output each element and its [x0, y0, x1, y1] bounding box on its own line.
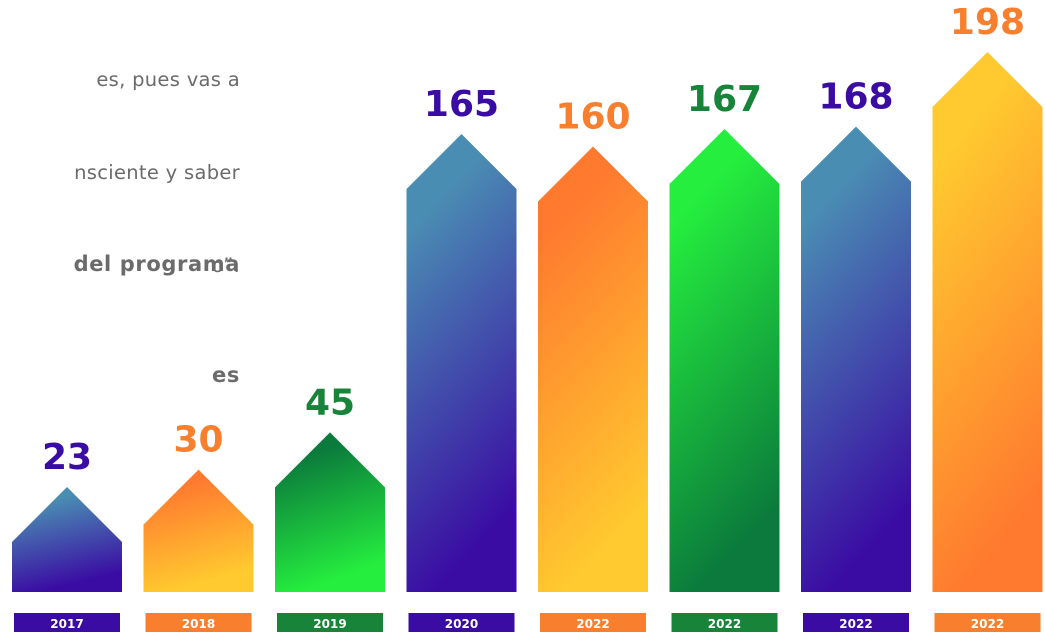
value-label: 168 — [818, 77, 893, 118]
section-heading: del programa es — [0, 172, 240, 431]
heading-line-1: del programa — [73, 252, 240, 276]
year-tag — [671, 613, 778, 632]
arrow-bar-2020-4 — [406, 134, 517, 592]
year-label: 2020 — [445, 617, 478, 631]
year-tag — [14, 613, 120, 632]
arrow-bar-2017-1 — [12, 487, 122, 592]
arrow-bar-2022-6 — [669, 129, 780, 593]
intro-line-2: nsciente y saber — [74, 161, 240, 184]
value-label: 167 — [687, 79, 762, 120]
intro-line-3: o”. — [211, 254, 240, 277]
value-label: 160 — [555, 96, 630, 137]
year-tag — [408, 613, 515, 632]
heading-line-2: es — [212, 363, 240, 387]
arrow-bar-2022-7 — [801, 126, 911, 593]
intro-line-1: es, pues vas a — [96, 68, 240, 91]
year-label: 2018 — [182, 617, 215, 631]
year-tag — [277, 613, 383, 632]
year-tag — [934, 613, 1041, 632]
year-label: 2022 — [839, 617, 872, 631]
arrow-bar-2022-5 — [538, 146, 648, 592]
year-tag — [540, 613, 646, 632]
year-tag — [803, 613, 909, 632]
year-label: 2017 — [50, 617, 83, 631]
year-label: 2022 — [576, 617, 609, 631]
year-tag — [145, 613, 252, 632]
arrow-bar-2022-8 — [932, 52, 1043, 592]
year-label: 2022 — [708, 617, 741, 631]
arrow-bar-2018-2 — [143, 469, 254, 592]
value-label: 45 — [305, 382, 355, 423]
value-label: 30 — [173, 420, 223, 461]
year-label: 2019 — [313, 617, 346, 631]
value-label: 165 — [424, 84, 499, 125]
value-label: 23 — [42, 437, 92, 478]
arrow-bar-2019-3 — [275, 432, 385, 592]
intro-paragraph: es, pues vas a nsciente y saber o”. — [0, 2, 240, 312]
value-label: 198 — [950, 2, 1025, 43]
year-label: 2022 — [971, 617, 1004, 631]
